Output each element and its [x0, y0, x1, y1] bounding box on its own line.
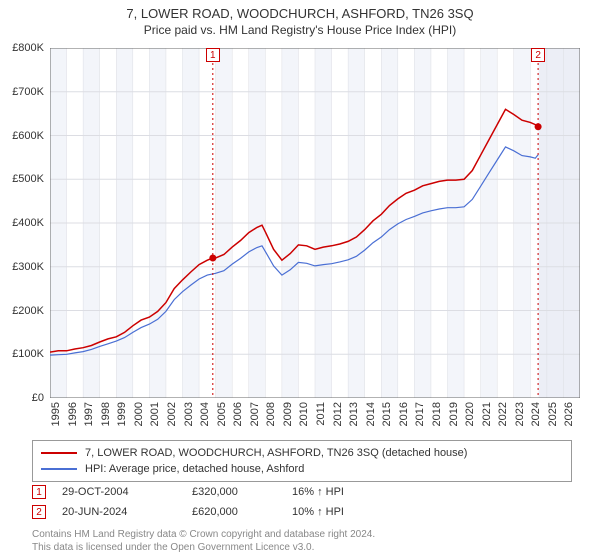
x-tick-label: 1995 [50, 402, 62, 426]
y-tick-label: £0 [32, 392, 44, 404]
event-hpi-2: 10% ↑ HPI [292, 506, 392, 518]
x-tick-label: 2011 [315, 402, 327, 426]
chart-title: 7, LOWER ROAD, WOODCHURCH, ASHFORD, TN26… [0, 6, 600, 21]
x-tick-label: 1996 [67, 402, 79, 426]
legend-item-subject: 7, LOWER ROAD, WOODCHURCH, ASHFORD, TN26… [41, 445, 563, 461]
event-date-2: 20-JUN-2024 [62, 506, 192, 518]
event-row-1: 1 29-OCT-2004 £320,000 16% ↑ HPI [32, 482, 572, 502]
x-tick-label: 2003 [183, 402, 195, 426]
x-tick-label: 2019 [448, 402, 460, 426]
event-row-2: 2 20-JUN-2024 £620,000 10% ↑ HPI [32, 502, 572, 522]
x-tick-label: 2016 [398, 402, 410, 426]
legend-label-hpi: HPI: Average price, detached house, Ashf… [85, 463, 304, 475]
legend-box: 7, LOWER ROAD, WOODCHURCH, ASHFORD, TN26… [32, 440, 572, 482]
x-tick-label: 2022 [497, 402, 509, 426]
chart-svg [50, 48, 580, 398]
x-tick-label: 2018 [431, 402, 443, 426]
y-tick-label: £200K [12, 305, 44, 317]
legend-swatch-hpi [41, 468, 77, 470]
event-price-2: £620,000 [192, 506, 292, 518]
x-tick-label: 2014 [365, 402, 377, 426]
y-tick-label: £700K [12, 86, 44, 98]
x-tick-label: 2002 [166, 402, 178, 426]
x-tick-label: 2005 [216, 402, 228, 426]
x-tick-label: 2006 [232, 402, 244, 426]
event-price-1: £320,000 [192, 486, 292, 498]
x-tick-label: 2001 [149, 402, 161, 426]
y-axis-ticks: £0£100K£200K£300K£400K£500K£600K£700K£80… [0, 48, 48, 398]
x-tick-label: 2012 [332, 402, 344, 426]
chart-event-badge-2: 2 [531, 48, 545, 62]
x-tick-label: 1998 [100, 402, 112, 426]
y-tick-label: £500K [12, 173, 44, 185]
x-tick-label: 1997 [83, 402, 95, 426]
y-tick-label: £300K [12, 261, 44, 273]
y-tick-label: £600K [12, 130, 44, 142]
x-tick-label: 2025 [547, 402, 559, 426]
y-tick-label: £800K [12, 42, 44, 54]
x-tick-label: 2023 [514, 402, 526, 426]
x-tick-label: 2026 [563, 402, 575, 426]
event-hpi-1: 16% ↑ HPI [292, 486, 392, 498]
event-badge-2: 2 [32, 505, 46, 519]
x-axis-ticks: 1995 1996 1997 1998 1999 2000 2001 2002 2003 2004… [50, 398, 580, 438]
chart-plot-area: 12 [50, 48, 580, 398]
x-tick-label: 2004 [199, 402, 211, 426]
title-block: 7, LOWER ROAD, WOODCHURCH, ASHFORD, TN26… [0, 0, 600, 37]
legend-label-subject: 7, LOWER ROAD, WOODCHURCH, ASHFORD, TN26… [85, 447, 467, 459]
x-tick-label: 2021 [481, 402, 493, 426]
x-tick-label: 2024 [530, 402, 542, 426]
x-tick-label: 2020 [464, 402, 476, 426]
legend-swatch-subject [41, 452, 77, 454]
chart-event-badge-1: 1 [206, 48, 220, 62]
event-date-1: 29-OCT-2004 [62, 486, 192, 498]
x-tick-label: 2009 [282, 402, 294, 426]
y-tick-label: £100K [12, 348, 44, 360]
event-list: 1 29-OCT-2004 £320,000 16% ↑ HPI 2 20-JU… [32, 482, 572, 522]
x-tick-label: 2010 [298, 402, 310, 426]
x-tick-label: 1999 [116, 402, 128, 426]
x-tick-label: 2015 [381, 402, 393, 426]
x-tick-label: 2013 [348, 402, 360, 426]
chart-subtitle: Price paid vs. HM Land Registry's House … [0, 23, 600, 37]
chart-container: 7, LOWER ROAD, WOODCHURCH, ASHFORD, TN26… [0, 0, 600, 560]
event-badge-1: 1 [32, 485, 46, 499]
x-tick-label: 2000 [133, 402, 145, 426]
x-tick-label: 2017 [414, 402, 426, 426]
x-tick-label: 2008 [265, 402, 277, 426]
footer-line-1: Contains HM Land Registry data © Crown c… [32, 528, 572, 541]
legend-item-hpi: HPI: Average price, detached house, Ashf… [41, 461, 563, 477]
footer-line-2: This data is licensed under the Open Gov… [32, 541, 572, 554]
y-tick-label: £400K [12, 217, 44, 229]
footer-attribution: Contains HM Land Registry data © Crown c… [32, 528, 572, 554]
x-tick-label: 2007 [249, 402, 261, 426]
